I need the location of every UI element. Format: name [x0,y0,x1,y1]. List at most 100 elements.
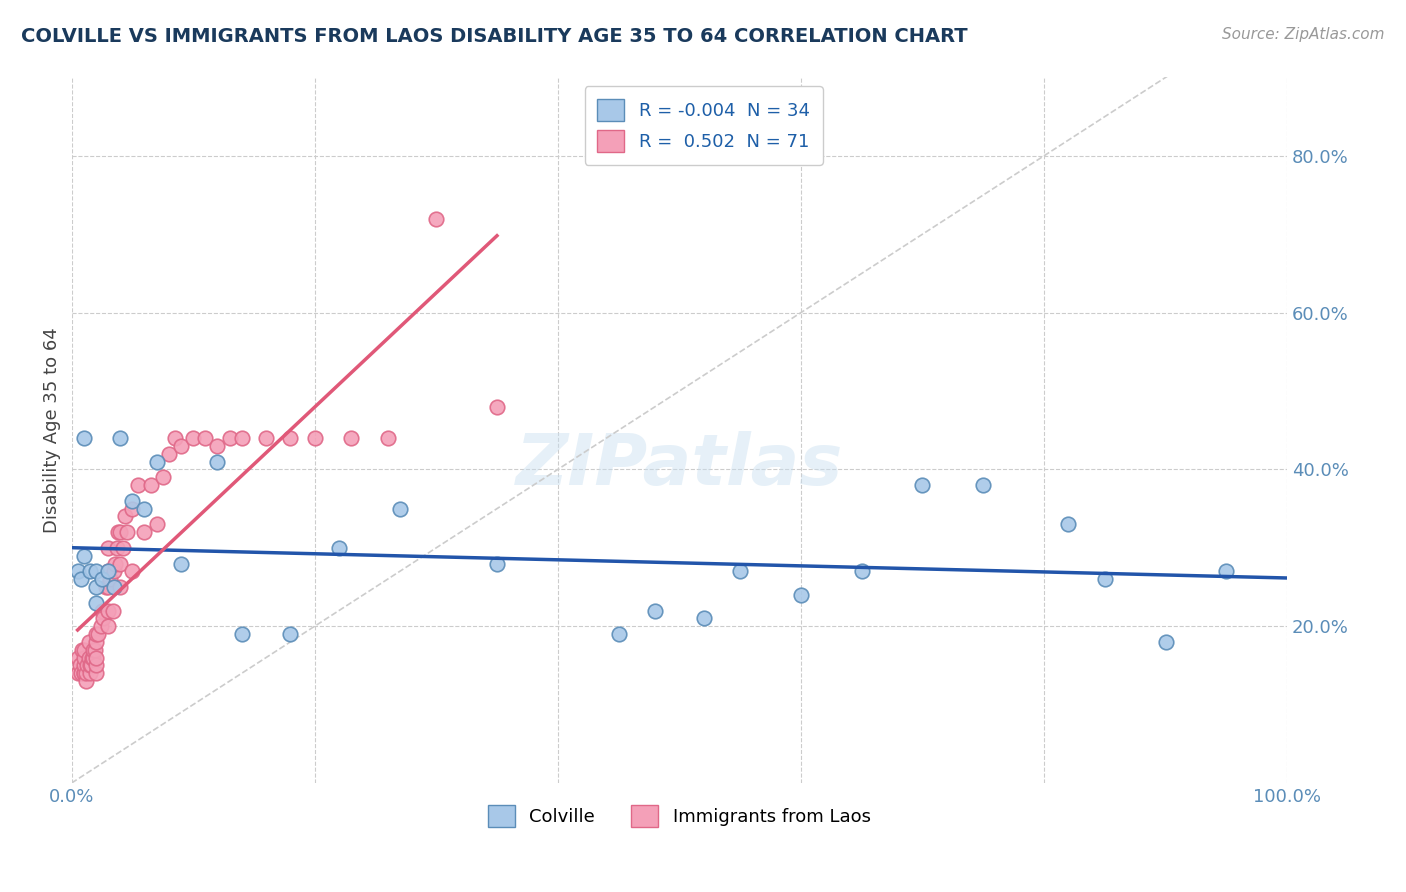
Point [66,565,89,579]
Point [82,650,104,665]
Point [69,658,91,673]
Point [114,509,136,524]
Y-axis label: Disability Age 35 to 64: Disability Age 35 to 64 [44,327,60,533]
Point [75,666,97,681]
Point [170,439,193,453]
Point [145,517,167,532]
Point [117,525,139,540]
Point [170,557,193,571]
Point [207,454,229,468]
Point [163,431,186,445]
Point [231,627,253,641]
Point [104,557,127,571]
Point [911,478,934,492]
Point [80,658,103,673]
Point [97,580,120,594]
Point [73,658,96,673]
Point [97,541,120,555]
Point [97,619,120,633]
Point [207,439,229,453]
Point [66,650,89,665]
Point [157,447,180,461]
Point [90,572,112,586]
Point [103,565,125,579]
Point [304,431,326,445]
Point [79,658,101,673]
Point [82,650,104,665]
Point [108,580,131,594]
Point [139,478,162,492]
Point [101,603,124,617]
Point [254,431,277,445]
Point [79,565,101,579]
Point [97,565,120,579]
Point [87,627,110,641]
Point [105,541,128,555]
Point [194,431,217,445]
Point [72,642,94,657]
Point [83,642,105,657]
Point [127,478,149,492]
Point [73,666,96,681]
Point [425,211,447,226]
Point [73,650,96,665]
Point [84,650,107,665]
Point [77,650,100,665]
Point [97,603,120,617]
Point [134,525,156,540]
Point [84,666,107,681]
Text: ZIPatlas: ZIPatlas [516,431,844,500]
Point [108,557,131,571]
Point [84,635,107,649]
Point [84,565,107,579]
Point [94,580,117,594]
Point [1215,565,1237,579]
Point [388,501,411,516]
Point [73,431,96,445]
Point [218,431,240,445]
Point [70,572,93,586]
Point [90,603,112,617]
Point [66,666,89,681]
Point [90,619,112,633]
Point [644,603,666,617]
Point [692,611,714,625]
Point [79,666,101,681]
Point [972,478,994,492]
Point [152,470,174,484]
Point [851,565,873,579]
Point [103,580,125,594]
Point [728,565,751,579]
Point [377,431,399,445]
Point [107,525,129,540]
Point [76,658,98,673]
Point [145,454,167,468]
Legend: Colville, Immigrants from Laos: Colville, Immigrants from Laos [481,797,877,834]
Point [1094,572,1116,586]
Text: COLVILLE VS IMMIGRANTS FROM LAOS DISABILITY AGE 35 TO 64 CORRELATION CHART: COLVILLE VS IMMIGRANTS FROM LAOS DISABIL… [21,27,967,45]
Point [108,525,131,540]
Point [485,400,508,414]
Point [790,588,813,602]
Point [100,572,122,586]
Point [121,501,143,516]
Point [1057,517,1080,532]
Point [340,431,363,445]
Point [75,674,97,689]
Point [278,431,301,445]
Point [82,642,104,657]
Point [121,565,143,579]
Point [181,431,204,445]
Point [84,658,107,673]
Point [91,611,114,625]
Point [121,493,143,508]
Point [1154,635,1177,649]
Point [97,565,120,579]
Point [328,541,350,555]
Text: Source: ZipAtlas.com: Source: ZipAtlas.com [1222,27,1385,42]
Point [485,557,508,571]
Point [134,501,156,516]
Point [73,666,96,681]
Point [73,549,96,563]
Point [84,596,107,610]
